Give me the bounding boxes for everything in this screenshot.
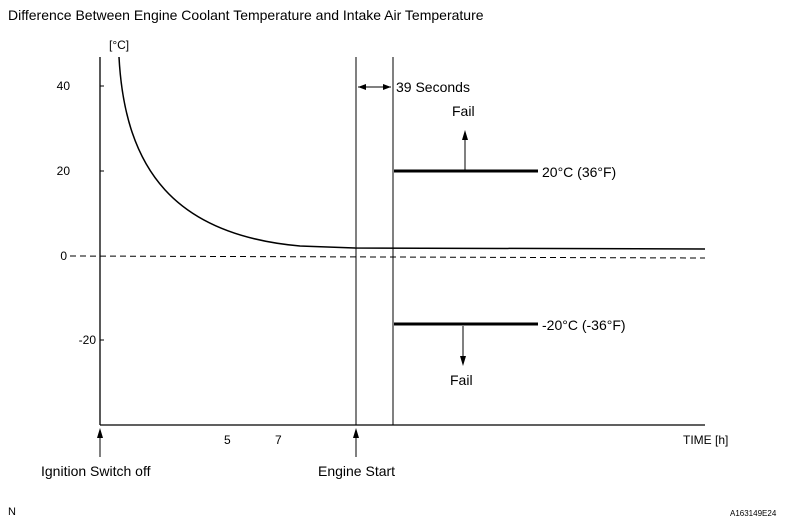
duration-arrowhead-left [358, 84, 366, 90]
corner-mark: N [8, 506, 16, 518]
x-axis-label: TIME [h] [683, 433, 729, 447]
ignition-off-arrowhead [97, 428, 103, 438]
zero-dashed-line [69, 255, 706, 259]
duration-label: 39 Seconds [396, 79, 470, 95]
engine-start-arrowhead [353, 428, 359, 438]
engine-start-label: Engine Start [318, 463, 396, 479]
ytick-label-40: 40 [56, 79, 70, 93]
fail-up-arrowhead [462, 130, 468, 140]
temperature-difference-curve [118, 56, 706, 250]
ignition-off-label: Ignition Switch off [41, 463, 151, 479]
xtick-label-7: 7 [275, 433, 282, 447]
ytick-label-0: 0 [60, 249, 67, 263]
diagram-title: Difference Between Engine Coolant Temper… [8, 7, 484, 23]
fail-label-bottom: Fail [450, 372, 473, 388]
xtick-label-5: 5 [224, 433, 231, 447]
figure-code: A163149E24 [730, 509, 777, 518]
duration-arrowhead-right [383, 84, 391, 90]
y-axis-unit: [°C] [109, 38, 130, 52]
ytick-label-20: 20 [56, 164, 70, 178]
fail-down-arrowhead [460, 356, 466, 366]
ytick-label-neg20: -20 [78, 333, 96, 347]
fail-label-top: Fail [452, 103, 475, 119]
upper-threshold-label: 20°C (36°F) [542, 164, 617, 180]
lower-threshold-label: -20°C (-36°F) [542, 317, 626, 333]
